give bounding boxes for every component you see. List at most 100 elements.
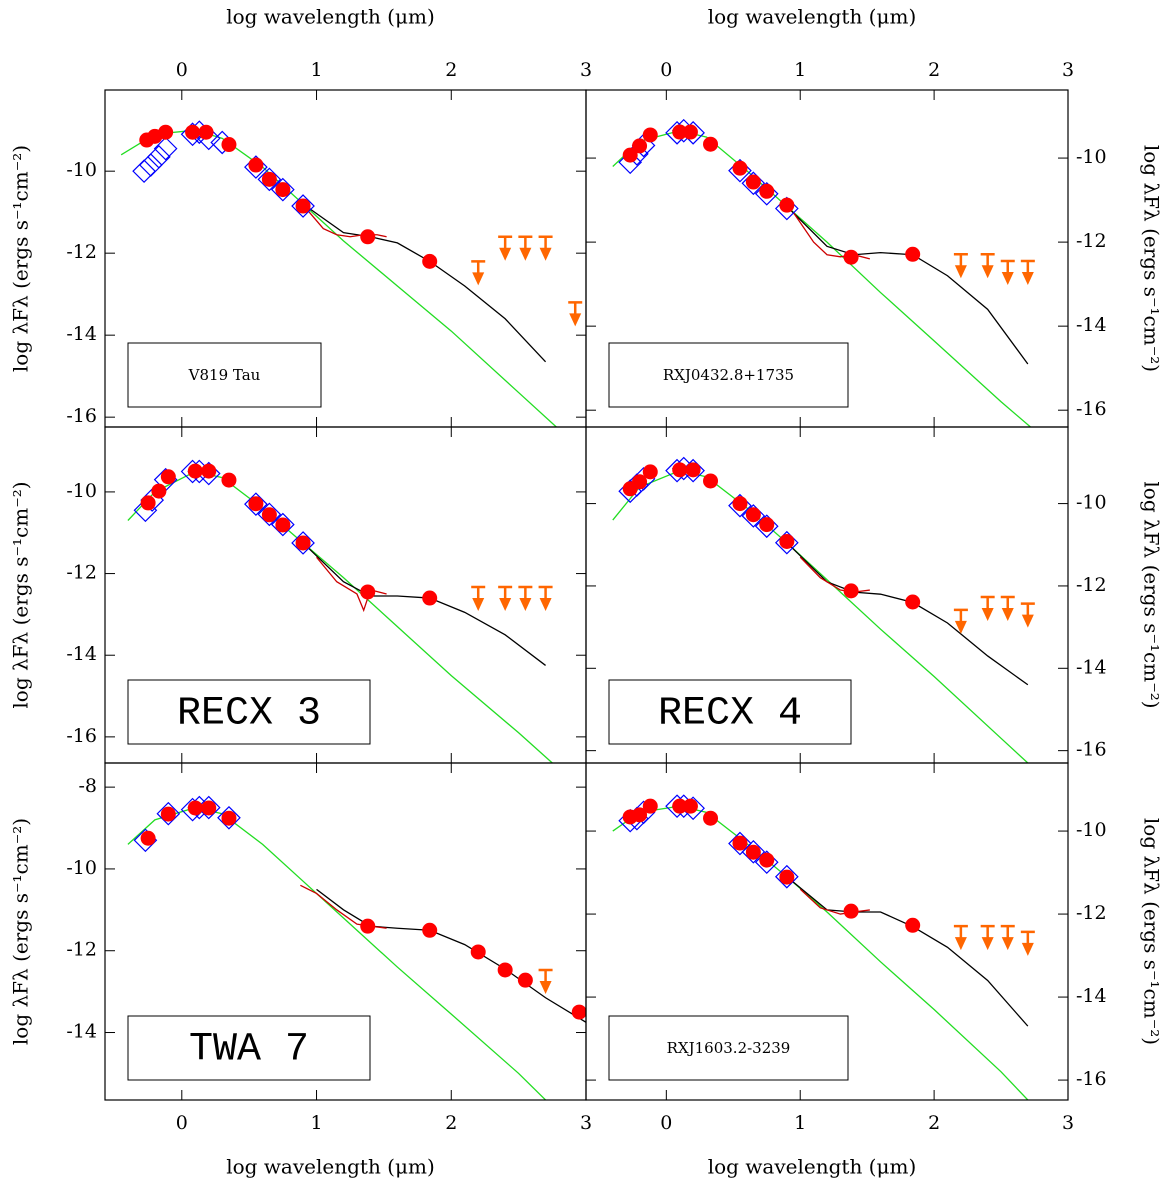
upper-limit-head xyxy=(499,247,512,261)
upper-limit xyxy=(953,253,968,279)
model-point xyxy=(244,155,268,179)
panel xyxy=(612,456,1035,763)
x-tick-label: 2 xyxy=(445,1112,457,1134)
photometry-point xyxy=(422,922,438,938)
photometry-point xyxy=(275,182,291,198)
y-tick-label: -14 xyxy=(66,1021,97,1043)
photometry-point xyxy=(160,806,176,822)
model-point xyxy=(291,194,315,218)
upper-limit-head xyxy=(1001,937,1014,951)
photometry-point xyxy=(571,1004,586,1020)
photometry-point xyxy=(905,917,921,933)
photometry-point xyxy=(672,798,688,814)
y-tick-label: -14 xyxy=(1076,656,1107,678)
photometry-point xyxy=(187,800,203,816)
photometry-point xyxy=(843,249,859,265)
photometry-point xyxy=(275,517,291,533)
photometry-point xyxy=(642,464,658,480)
photometry-point xyxy=(905,594,921,610)
y-tick-label: -12 xyxy=(66,241,97,263)
y-tick-label: -16 xyxy=(1076,1068,1107,1090)
label-box xyxy=(127,679,371,745)
photometry-point xyxy=(703,810,719,826)
upper-limit xyxy=(980,595,995,622)
model-point xyxy=(728,493,752,518)
label-box xyxy=(608,1015,849,1081)
model-point xyxy=(138,153,163,177)
upper-limit xyxy=(1020,930,1035,956)
photometry-point xyxy=(779,533,795,549)
panel xyxy=(127,795,586,1100)
model-point xyxy=(754,850,779,875)
photometry-point xyxy=(140,830,156,846)
model-point xyxy=(741,839,766,864)
x-tick-label: 1 xyxy=(794,59,806,81)
photometry-point xyxy=(221,810,237,826)
x-tick-label: 2 xyxy=(928,1112,940,1134)
y-tick-label: -12 xyxy=(66,562,97,584)
upper-limit-head xyxy=(1001,608,1014,622)
upper-limit-head xyxy=(981,608,994,622)
upper-limit xyxy=(471,585,486,612)
upper-limit-head xyxy=(1021,272,1034,286)
model-curve xyxy=(786,542,1029,686)
upper-limit-head xyxy=(569,313,582,327)
photometry-point xyxy=(187,463,203,479)
upper-limit-head xyxy=(472,598,485,612)
x-tick-label: 0 xyxy=(660,59,672,81)
upper-limit-head xyxy=(519,247,532,261)
photometry-point xyxy=(221,137,237,153)
photometry-point xyxy=(732,160,748,176)
upper-limit xyxy=(980,924,995,951)
photometry-point xyxy=(360,584,376,600)
y-axis-title: log λFλ (ergs s⁻¹cm⁻²) xyxy=(1140,818,1164,1045)
model-curve xyxy=(792,212,871,260)
upper-limit xyxy=(1000,595,1015,622)
upper-limit-head xyxy=(954,620,967,634)
photometry-point xyxy=(151,483,167,499)
photometry-point xyxy=(759,517,775,533)
model-point xyxy=(153,136,178,161)
upper-limit-head xyxy=(519,598,532,612)
model-curve xyxy=(316,888,586,1023)
model-point xyxy=(257,502,282,527)
photometry-point xyxy=(672,462,688,478)
model-point xyxy=(741,171,766,196)
model-point xyxy=(774,530,799,555)
upper-limit xyxy=(980,253,995,279)
model-point xyxy=(291,531,315,555)
photometry-point xyxy=(622,147,638,163)
model-point xyxy=(271,177,295,202)
model-point xyxy=(244,492,268,517)
label-box xyxy=(127,1015,371,1081)
photometry-point xyxy=(905,246,921,262)
upper-limit xyxy=(568,301,583,327)
photometry-point xyxy=(632,474,648,490)
photometry-point xyxy=(745,844,761,860)
y-tick-label: -10 xyxy=(66,857,97,879)
panel xyxy=(120,120,583,427)
upper-limit-head xyxy=(954,937,967,951)
photometry-point xyxy=(843,583,859,599)
y-tick-label: -10 xyxy=(66,480,97,502)
photometry-point xyxy=(632,807,648,823)
model-point xyxy=(618,150,643,175)
model-point xyxy=(156,801,181,826)
model-point xyxy=(754,514,779,539)
panel-frame xyxy=(585,762,1069,1101)
model-curve xyxy=(786,876,1029,1027)
y-tick-label: -12 xyxy=(1076,902,1107,924)
panel-label: RECX 4 xyxy=(658,692,802,737)
upper-limit xyxy=(518,235,533,261)
panel-label: V819 Tau xyxy=(188,366,261,384)
y-axis-title: log λFλ (ergs s⁻¹cm⁻²) xyxy=(9,145,33,372)
y-tick-label: -16 xyxy=(66,405,97,427)
model-point xyxy=(728,831,752,856)
photometry-point xyxy=(422,590,438,606)
photometry-point xyxy=(672,124,688,140)
upper-limit xyxy=(953,924,968,951)
model-curve xyxy=(799,888,870,915)
upper-limit xyxy=(498,235,513,261)
panel-label: RECX 3 xyxy=(177,692,321,737)
photometry-point xyxy=(843,903,859,919)
